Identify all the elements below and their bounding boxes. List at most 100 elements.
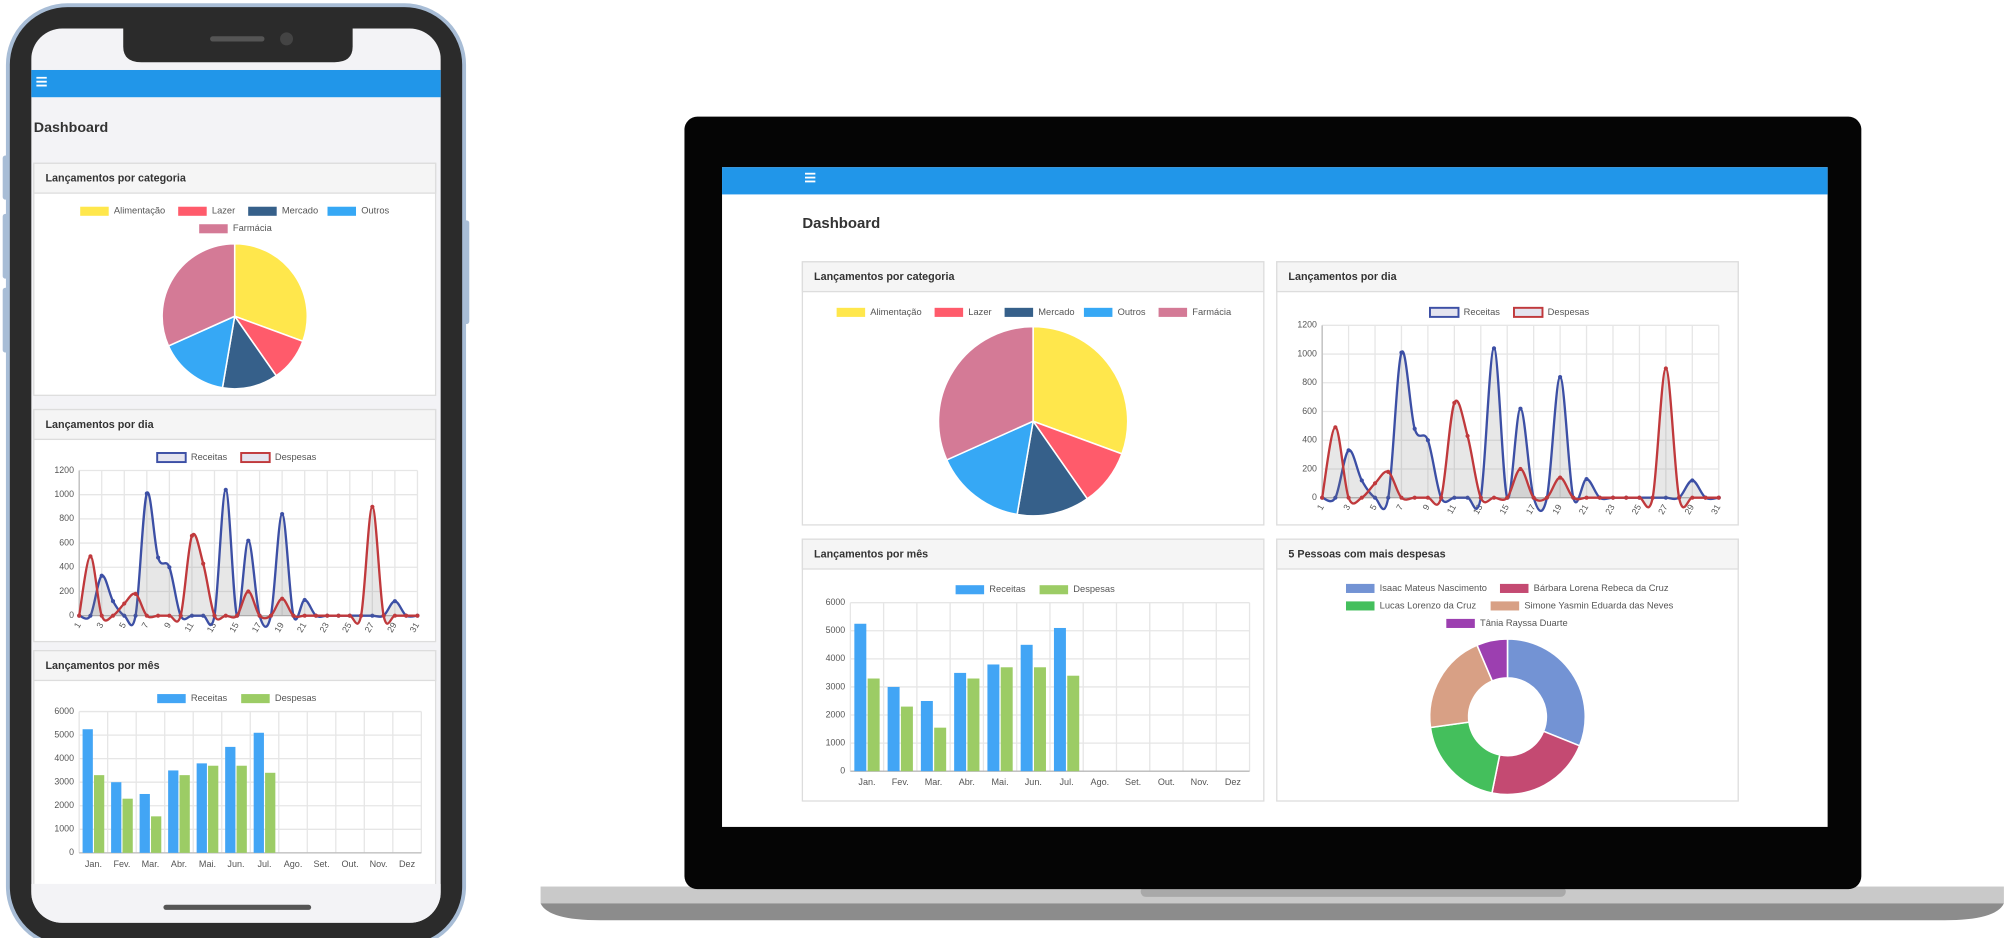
x-tick-label: 9 — [1421, 503, 1432, 512]
menu-icon[interactable] — [804, 172, 816, 183]
point — [1571, 495, 1576, 500]
y-tick-label: 600 — [59, 537, 74, 547]
point — [302, 597, 307, 603]
point — [392, 613, 397, 618]
point — [178, 613, 183, 618]
bar — [954, 672, 967, 772]
x-tick-label: Jun. — [1025, 777, 1042, 787]
pie-slice — [161, 242, 236, 347]
x-tick-label: Mar. — [925, 777, 943, 787]
legend-label: Isaac Mateus Nascimento — [1380, 583, 1487, 593]
area-shade — [79, 489, 418, 627]
x-tick-label: 5 — [1368, 503, 1379, 512]
point — [1690, 495, 1695, 500]
point — [1518, 466, 1523, 472]
point — [88, 613, 93, 618]
point — [1716, 495, 1721, 500]
bar — [151, 816, 162, 853]
legend-swatch — [836, 307, 866, 317]
legend-swatch — [1446, 618, 1475, 628]
card-title: Lançamentos por mês — [45, 660, 159, 672]
point — [144, 613, 149, 618]
pie-slice — [937, 325, 1034, 461]
bar — [854, 623, 867, 772]
card: Lançamentos por categoria Alimentação Laze… — [801, 261, 1265, 526]
x-tick-label: Abr. — [171, 859, 187, 869]
card-title: Lançamentos por dia — [45, 419, 154, 431]
legend-swatch — [1499, 583, 1529, 593]
legend-label: Alimentação — [114, 206, 165, 216]
x-tick-label: Ago. — [1091, 777, 1110, 787]
legend-label: Despesas — [275, 452, 317, 462]
bar — [920, 700, 933, 772]
point — [144, 491, 149, 496]
legend-label: Outros — [361, 206, 389, 216]
point — [110, 613, 116, 618]
x-tick-label: 11 — [182, 621, 195, 634]
x-tick-label: 17 — [250, 621, 264, 635]
x-tick-label: 19 — [1550, 503, 1564, 517]
card: Lançamentos por mês Receitas Despesas 0 1000… — [33, 650, 437, 898]
x-tick-label: 7 — [139, 621, 150, 630]
bar — [987, 664, 1000, 772]
legend-label: Outros — [1118, 307, 1146, 317]
page-title: Dashboard — [34, 120, 108, 136]
x-tick-label: 9 — [162, 621, 173, 630]
y-tick-label: 0 — [1312, 492, 1317, 502]
pie-slice — [945, 419, 1035, 516]
bar — [139, 793, 150, 853]
point — [234, 613, 240, 618]
x-tick-label: 1 — [72, 621, 83, 630]
legend-swatch — [1490, 601, 1520, 611]
point — [370, 613, 375, 618]
point — [212, 613, 217, 618]
x-tick-label: 27 — [1656, 503, 1670, 517]
bar — [236, 765, 247, 853]
card-header — [33, 162, 437, 194]
bar — [208, 765, 219, 853]
phone-button — [2, 155, 10, 200]
point — [1558, 475, 1563, 480]
bar — [196, 763, 207, 853]
phone-button — [2, 213, 10, 279]
point — [88, 554, 93, 559]
y-tick-label: 4000 — [826, 653, 846, 663]
x-tick-label: 25 — [340, 621, 354, 635]
point — [1465, 495, 1470, 500]
point — [1412, 426, 1417, 431]
point — [1452, 495, 1457, 500]
legend-swatch — [1039, 585, 1069, 595]
y-tick-label: 1200 — [1297, 320, 1317, 330]
point — [99, 573, 104, 578]
point — [1650, 495, 1655, 500]
legend-label: Despesas — [275, 693, 317, 703]
point — [223, 613, 228, 618]
card-header — [1276, 538, 1739, 570]
bar — [122, 798, 133, 853]
point — [133, 591, 138, 596]
phone: Dashboard Lançamentos por categoria Alime… — [2, 3, 470, 938]
point — [1372, 481, 1378, 486]
x-tick-label: 1 — [1315, 503, 1326, 512]
x-tick-label: Jan. — [858, 777, 875, 787]
card-header — [33, 650, 437, 682]
point — [268, 613, 273, 618]
x-tick-label: 27 — [363, 621, 377, 635]
x-tick-label: Set. — [1125, 777, 1141, 787]
x-tick-label: Nov. — [1191, 777, 1209, 787]
point — [133, 613, 138, 618]
legend-label: Receitas — [191, 693, 228, 703]
legend-swatch — [241, 694, 270, 704]
bar — [1053, 627, 1066, 772]
y-tick-label: 600 — [1302, 406, 1317, 416]
x-tick-label: Fev. — [113, 859, 130, 869]
card: Lançamentos por dia Receitas Despesas 0 200 4… — [1276, 261, 1739, 526]
legend-swatch — [1158, 307, 1188, 317]
menu-icon[interactable] — [36, 76, 47, 87]
legend-label: Receitas — [1464, 307, 1501, 317]
legend-label: Mercado — [282, 206, 318, 216]
card: 5 Pessoas com mais despesas Isaac Mateus … — [1276, 538, 1739, 802]
x-tick-label: 15 — [227, 621, 241, 635]
